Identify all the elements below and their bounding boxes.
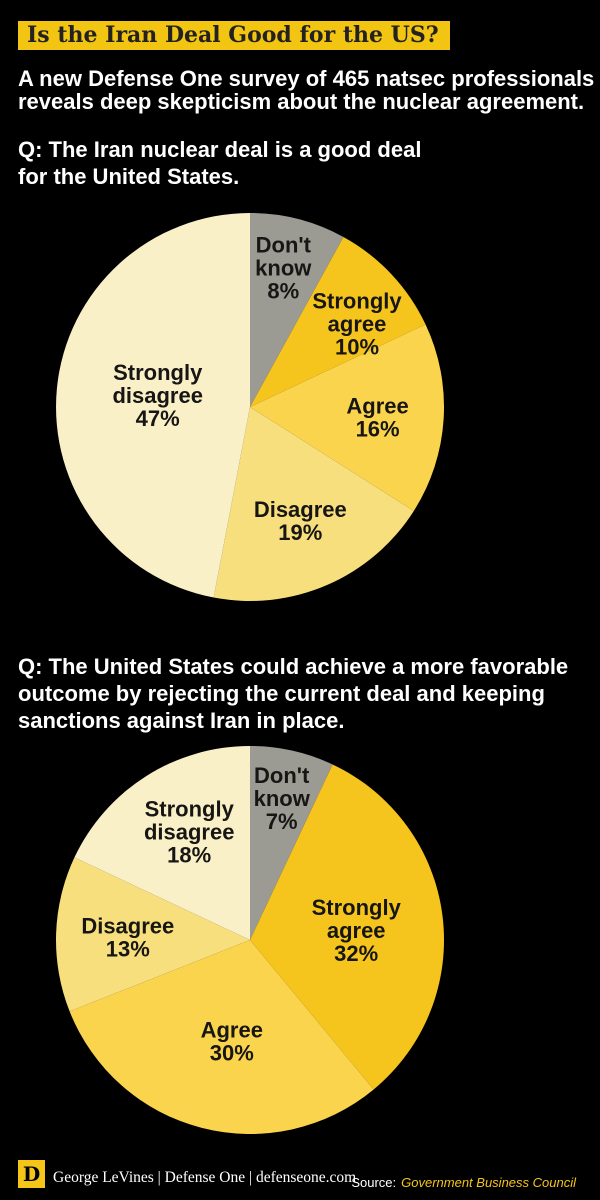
pie-slice-label-strongly-disagree: Strongly disagree 47% [112, 360, 203, 431]
pie-slice-agree [69, 940, 374, 1135]
byline: George LeVines | Defense One | defenseon… [53, 1169, 357, 1186]
pie-slice-strongly-agree [250, 237, 426, 407]
pie-slice-label-agree: Agree 30% [201, 1018, 263, 1066]
question-1: Q: The Iran nuclear deal is a good deal … [18, 137, 422, 189]
pie-chart-2: Don't know 7% Strongly agree 32% Agree 30% Disag… [55, 746, 445, 1135]
subtitle: A new Defense One survey of 465 natsec p… [18, 66, 595, 114]
pie-slice-label-strongly-agree: Strongly agree 32% [312, 895, 402, 966]
pie-slice-label-disagree: Disagree 19% [254, 497, 347, 545]
pie-slice-label-strongly-agree: Strongly agree 10% [312, 288, 402, 359]
pie-chart-1: Don't know 8% Strongly agree 10% Agree 16% Disag… [56, 213, 445, 601]
page-title: Is the Iran Deal Good for the US? [18, 21, 450, 50]
pie-slice-label-don-t-know: Don't know 7% [254, 763, 311, 834]
source-credit: Source: Government Business Council [351, 1175, 576, 1190]
pie-slice-label-strongly-disagree: Strongly disagree 18% [144, 797, 235, 868]
pie-slice-don-t-know [250, 213, 344, 407]
pie-slice-label-don-t-know: Don't know 8% [255, 232, 312, 303]
defense-one-logo: D [18, 1160, 45, 1188]
source-name: Government Business Council [401, 1175, 576, 1190]
pie-svg: Don't know 7% Strongly agree 32% Agree 30% Disag… [55, 746, 445, 1135]
pie-slice-strongly-agree [250, 764, 445, 1090]
question-2: Q: The United States could achieve a mor… [18, 654, 569, 733]
pie-slice-label-disagree: Disagree 13% [81, 914, 174, 962]
pie-slice-agree [250, 324, 445, 511]
pie-slice-strongly-disagree [56, 213, 251, 598]
pie-slice-label-agree: Agree 16% [346, 394, 408, 442]
pie-svg: Don't know 8% Strongly agree 10% Agree 16% Disag… [56, 213, 445, 601]
pie-slice-strongly-disagree [74, 746, 251, 940]
pie-slice-disagree [213, 407, 414, 601]
pie-slice-disagree [55, 857, 250, 1012]
pie-slice-don-t-know [250, 746, 333, 940]
source-label: Source: [351, 1175, 397, 1190]
